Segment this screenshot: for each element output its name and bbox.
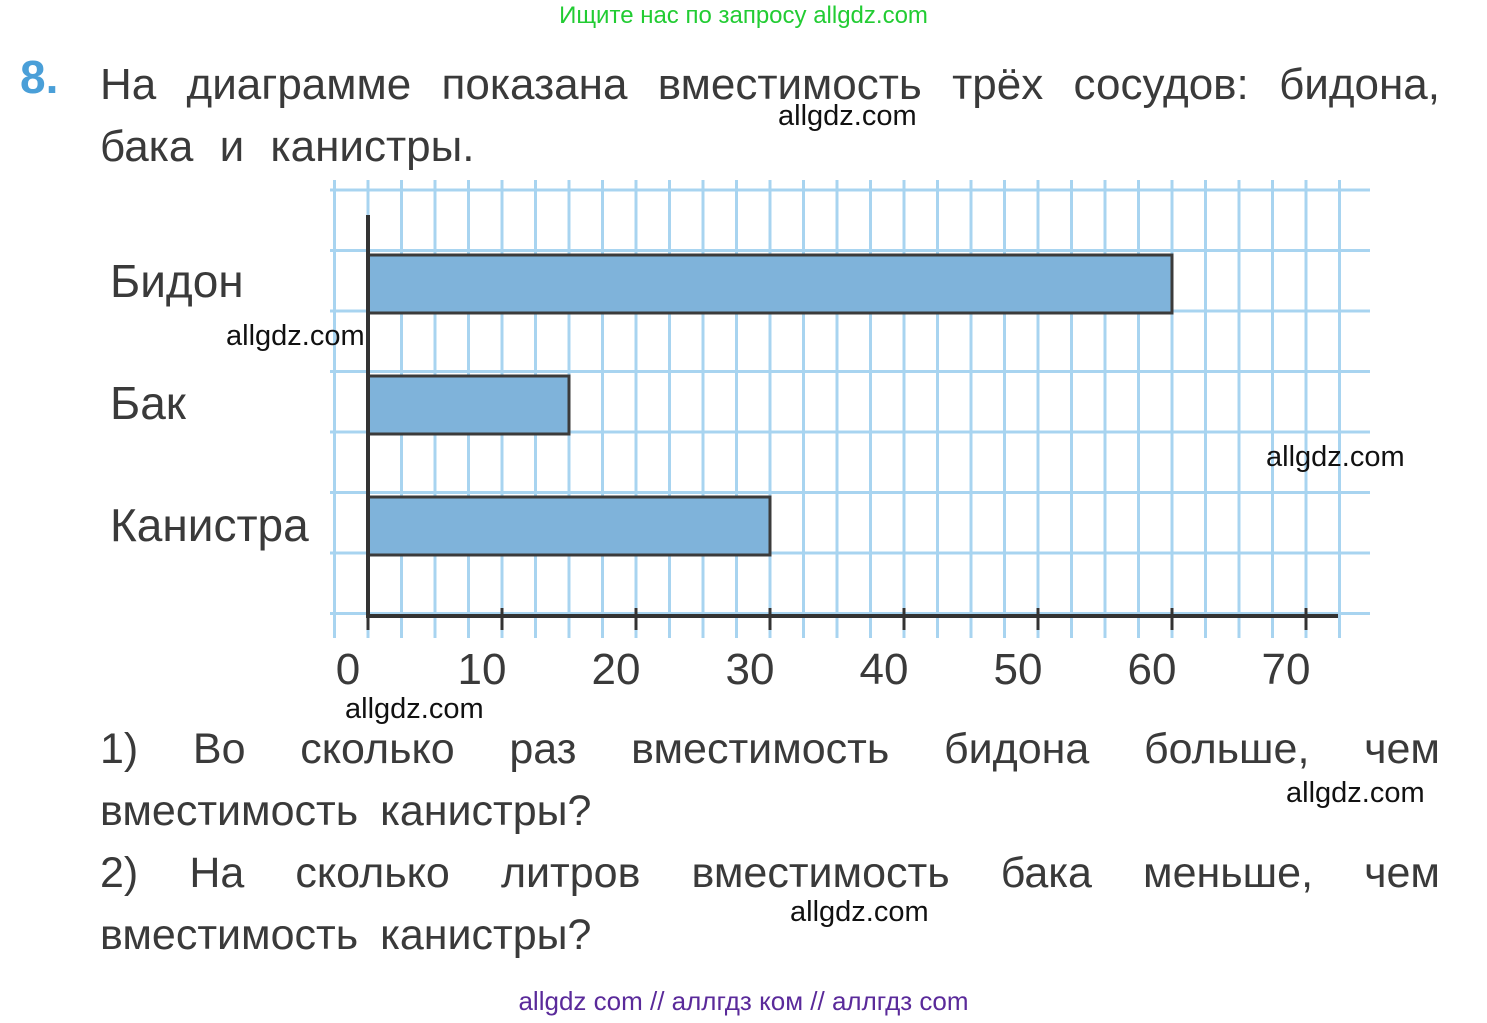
top-banner[interactable]: Ищите нас по запросу allgdz.com [559,2,928,29]
chart-bars [366,253,1174,557]
question-1: 1) Во сколько раз вместимость бидона бол… [100,725,1440,835]
footer-links[interactable]: allgdz com // аллгдз ком // аллгдз com [518,986,969,1016]
x-tick-label: 0 [336,645,360,694]
watermark-4: allgdz.com [345,693,484,725]
bar-3 [366,495,772,557]
watermark-6: allgdz.com [790,896,929,928]
x-tick-label: 70 [1262,645,1311,694]
chart-axes [366,215,1338,630]
x-tick-label: 30 [726,645,775,694]
task-text: На диаграмме показана вместимость трёх с… [100,60,1440,171]
watermark-5: allgdz.com [1286,777,1425,809]
watermark-1: allgdz.com [778,100,917,132]
x-tick-label: 50 [994,645,1043,694]
category-label-bak: Бак [110,377,186,429]
chart-tick-labels: 0 10 20 30 40 50 60 70 [336,645,1311,694]
bar-1 [366,253,1174,315]
x-tick-label: 20 [592,645,641,694]
watermark-3: allgdz.com [1266,441,1405,473]
bar-2 [366,374,571,436]
watermark-2: allgdz.com [226,320,365,352]
task-number: 8. [20,51,59,103]
x-tick-label: 60 [1128,645,1177,694]
category-label-bidon: Бидон [110,255,244,307]
x-tick-label: 10 [458,645,507,694]
x-tick-label: 40 [860,645,909,694]
question-2: 2) На сколько литров вместимость бака ме… [100,849,1440,959]
category-label-kanistra: Канистра [110,499,309,551]
